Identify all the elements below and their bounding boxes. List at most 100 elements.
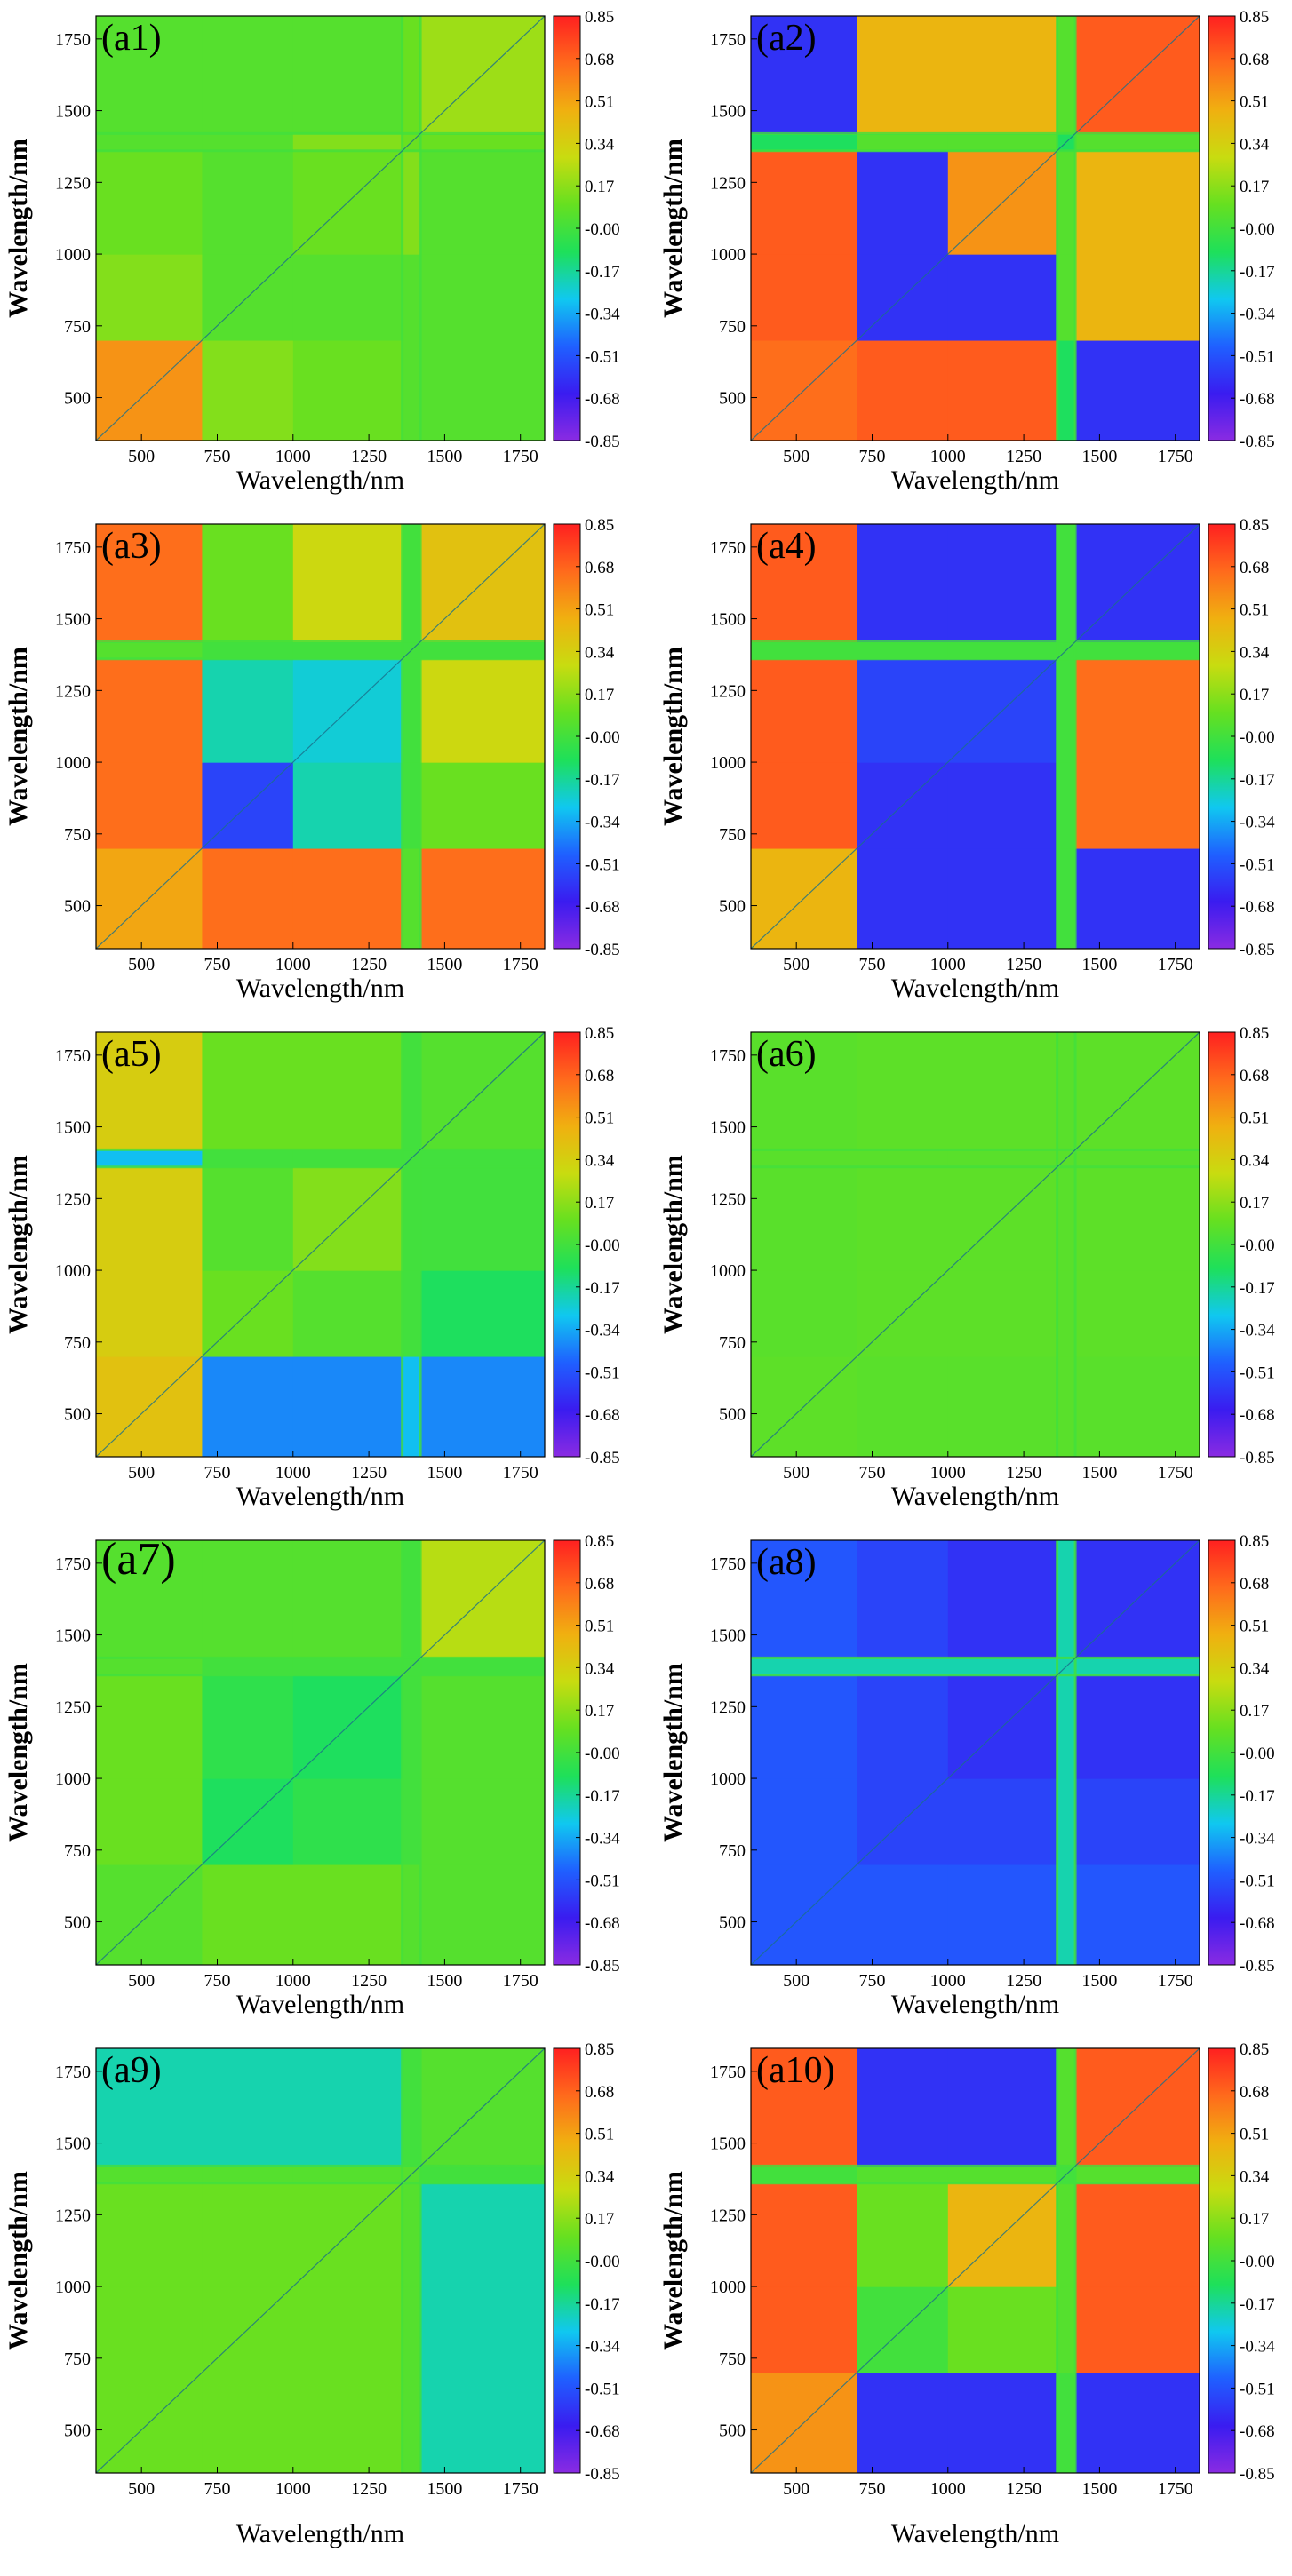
heatmap-cell-2-4 <box>420 1166 545 1271</box>
heatmap-cell-4-3 <box>402 2048 421 2167</box>
x-axis-label: Wavelength/nm <box>236 465 404 495</box>
colorbar-tick-label: 0.34 <box>585 1151 615 1170</box>
heatmap-cell-3-0 <box>96 641 203 660</box>
heatmap-cell-4-3 <box>402 1032 421 1151</box>
colorbar-tick-label: 0.51 <box>585 2126 614 2144</box>
x-tick-label: 1500 <box>427 1971 462 1991</box>
colorbar-tick-label: 0.51 <box>1240 1618 1269 1636</box>
heatmap-cell-2-4 <box>1075 2182 1200 2287</box>
colorbar-tick-label: -0.68 <box>585 898 620 917</box>
heatmap-cells <box>96 524 545 949</box>
x-tick-label: 1250 <box>1006 1971 1041 1991</box>
heatmap-cell-2-3 <box>1057 1674 1076 1779</box>
plot-frame <box>750 523 1200 950</box>
y-tick-label: 1250 <box>710 681 746 701</box>
heatmap-cell-0-3 <box>402 2372 421 2473</box>
heatmap-cell-0-3 <box>1057 1864 1076 1965</box>
colorbar-tick-label: -0.85 <box>585 433 620 451</box>
diagonal-line <box>751 1540 1200 1965</box>
heatmap-cell-1-2 <box>292 762 403 849</box>
heatmap-cell-4-2 <box>292 1032 403 1151</box>
x-tick-label: 1500 <box>1081 2479 1117 2499</box>
heatmap-cell-3-4 <box>420 641 545 660</box>
x-tick-label: 1250 <box>351 955 387 974</box>
heatmap-cells <box>96 16 545 441</box>
heatmap-cell-2-1 <box>857 2182 949 2287</box>
colorbar-tick-label: -0.00 <box>1240 220 1275 239</box>
colorbar-tick-label: -0.00 <box>585 1745 620 1763</box>
colorbar-tick-label: 0.85 <box>585 1024 614 1043</box>
colorbar-tick-label: -0.85 <box>1240 1449 1275 1467</box>
y-tick-label: 1750 <box>55 1554 91 1574</box>
x-tick-label: 750 <box>203 447 230 466</box>
colorbar-tick-label: -0.00 <box>1240 728 1275 747</box>
panel-label: (a10) <box>756 2050 835 2091</box>
heatmap-cell-2-1 <box>202 150 294 255</box>
colorbar-tick-label: 0.17 <box>1240 2210 1269 2229</box>
colorbar-tick-label: -0.00 <box>585 2253 620 2271</box>
heatmap-cell-2-4 <box>1075 150 1200 255</box>
heatmap-cell-3-1 <box>857 1149 949 1168</box>
colorbar-tick-label: 0.51 <box>1240 601 1269 620</box>
heatmap-cell-2-0 <box>96 2182 203 2287</box>
x-tick-label: 750 <box>858 2479 885 2499</box>
colorbar-tick-label: -0.51 <box>585 2380 620 2398</box>
panel-a9: (a9) 500 750 1000 1250 1500 1750 500 750 1000 1250… <box>4 2040 620 2548</box>
x-tick-label: 500 <box>783 1971 809 1991</box>
x-tick-label: 1000 <box>930 955 966 974</box>
heatmap-cell-4-0 <box>96 2048 203 2167</box>
x-tick-label: 1750 <box>1158 2479 1193 2499</box>
y-tick-label: 1500 <box>55 1626 91 1646</box>
y-tick-label: 1250 <box>55 1697 91 1717</box>
heatmap-cell-2-3 <box>1057 1166 1076 1271</box>
x-tick-label: 500 <box>128 1463 155 1483</box>
heatmap-cell-2-1 <box>857 150 949 255</box>
panel-label: (a9) <box>101 2050 162 2091</box>
heatmap-cell-4-1 <box>857 1540 949 1659</box>
colorbar-tick-label: 0.34 <box>1240 135 1270 154</box>
y-tick-label: 1750 <box>55 30 91 50</box>
heatmap-cell-3-1 <box>202 1149 294 1168</box>
y-tick-label: 1750 <box>710 538 746 558</box>
heatmap-cell-3-1 <box>857 641 949 660</box>
colorbar-tick-label: -0.00 <box>1240 1745 1275 1763</box>
heatmap-cell-3-4 <box>1075 1658 1200 1676</box>
x-tick-label: 1250 <box>351 2479 387 2499</box>
y-tick-label: 1000 <box>55 753 91 773</box>
heatmap-cell-0-4 <box>1075 2372 1200 2473</box>
x-tick-label: 750 <box>858 1971 885 1991</box>
heatmap-cell-1-4 <box>1075 2286 1200 2373</box>
y-tick-label: 750 <box>719 317 746 337</box>
y-tick-label: 1250 <box>55 681 91 701</box>
heatmap-cell-2-0 <box>96 1166 203 1271</box>
heatmap-cell-4-1 <box>202 1032 294 1151</box>
heatmap-cell-3-4 <box>1075 641 1200 660</box>
colorbar-tick-label: -0.34 <box>1240 2338 1275 2357</box>
colorbar-tick-label: 0.51 <box>585 1109 614 1128</box>
y-tick-label: 1500 <box>55 102 91 122</box>
heatmap-cell-1-4 <box>420 762 545 849</box>
plot-frame <box>95 2047 546 2474</box>
colorbar-tick-label: 0.17 <box>585 178 614 196</box>
colorbar-tick-label: -0.51 <box>1240 1364 1275 1382</box>
y-tick-label: 1500 <box>55 610 91 630</box>
heatmap-cell-1-2 <box>292 1270 403 1357</box>
heatmap-cell-0-4 <box>1075 1356 1200 1457</box>
heatmap-cell-0-3 <box>402 1864 421 1965</box>
colorbar-tick-label: -0.85 <box>1240 1957 1275 1976</box>
x-tick-label: 1250 <box>1006 1463 1041 1483</box>
x-tick-label: 500 <box>128 447 155 466</box>
heatmap-cell-2-1 <box>857 658 949 763</box>
y-axis-label: Wavelength/nm <box>4 139 33 318</box>
colorbar-tick-label: 0.85 <box>585 516 614 535</box>
heatmap-cell-3-2 <box>947 641 1058 660</box>
heatmap-cell-3-4 <box>420 1149 545 1168</box>
heatmap-cell-0-4 <box>420 2372 545 2473</box>
heatmap-cell-4-0 <box>751 2048 858 2167</box>
x-tick-label: 1500 <box>1081 955 1117 974</box>
x-tick-label: 1000 <box>930 447 966 466</box>
heatmap-cell-2-0 <box>96 150 203 255</box>
colorbar-tick-label: 0.68 <box>585 51 614 69</box>
colorbar-tick-label: 0.51 <box>1240 2126 1269 2144</box>
